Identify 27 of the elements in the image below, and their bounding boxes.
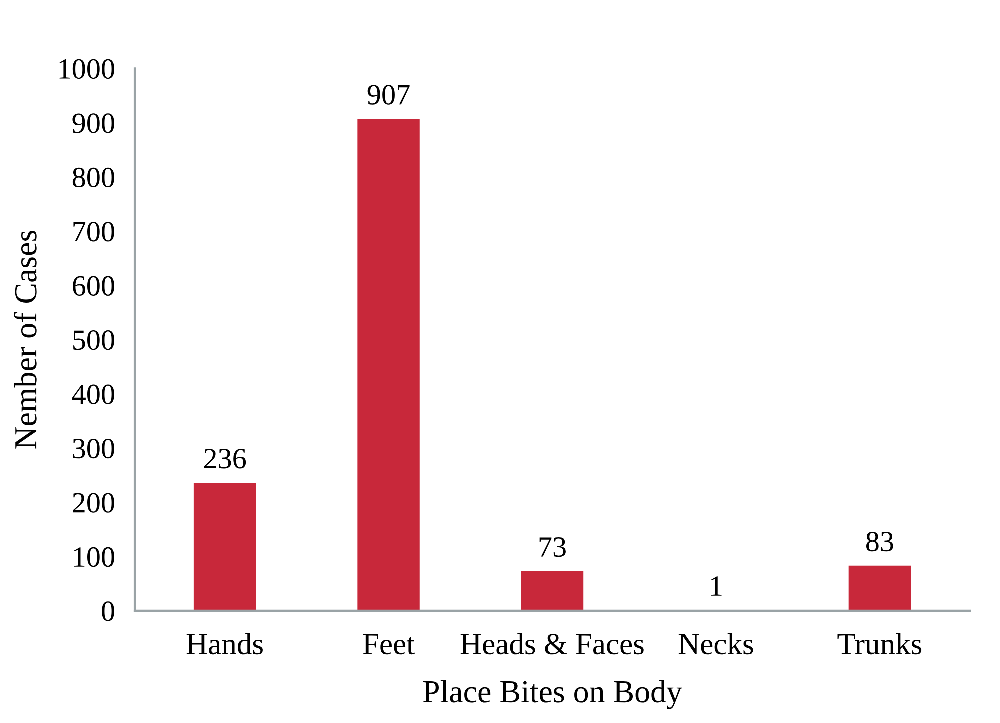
y-tick-label: 1000 [60, 59, 114, 80]
y-tick-label: 600 [73, 276, 114, 296]
y-tick-label: 200 [73, 493, 114, 513]
bar [848, 566, 912, 611]
y-tick-label: 400 [72, 384, 114, 404]
y-tick-label: 100 [74, 547, 114, 568]
bar [358, 119, 420, 611]
x-tick-label: Trunks [838, 633, 922, 655]
y-tick-label: 900 [72, 114, 114, 134]
data-label: 83 [866, 532, 894, 552]
y-tick-label: 800 [72, 168, 114, 188]
x-axis-title: Place Bites on Body [423, 680, 682, 710]
x-tick-label: Heads & Faces [460, 633, 644, 655]
y-tick-label: 300 [73, 438, 114, 459]
data-label: 236 [204, 449, 246, 469]
y-axis-title: Nember of Cases [14, 230, 37, 449]
data-label: 907 [368, 85, 410, 105]
x-tick-label: Feet [363, 634, 415, 655]
y-tick-label: 700 [74, 222, 114, 242]
data-label: 1 [712, 576, 722, 596]
y-tick-label: 500 [74, 330, 114, 350]
y-tick-label: 0 [102, 602, 114, 622]
x-tick-label: Necks [678, 633, 754, 655]
bar [194, 482, 256, 611]
x-tick-label: Hands [186, 633, 263, 655]
bar [521, 571, 584, 611]
data-label: 73 [540, 537, 566, 558]
